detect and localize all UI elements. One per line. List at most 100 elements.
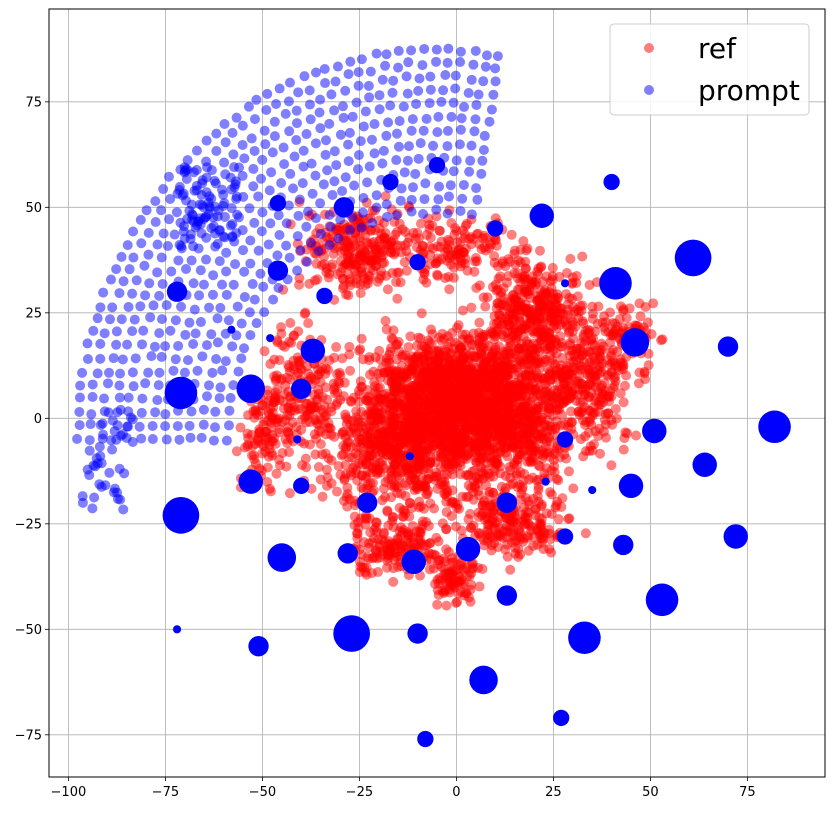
prompt-point bbox=[284, 126, 295, 137]
ref-point bbox=[461, 218, 472, 229]
prompt-point bbox=[455, 57, 466, 68]
ref-point bbox=[515, 527, 526, 538]
ref-point bbox=[380, 228, 391, 239]
ref-point bbox=[458, 247, 469, 258]
prompt-point bbox=[433, 194, 444, 205]
prompt-point bbox=[128, 381, 139, 392]
prompt-point bbox=[263, 239, 274, 250]
prompt-point bbox=[291, 105, 302, 116]
prompt-point bbox=[124, 264, 135, 275]
ref-point bbox=[457, 305, 468, 316]
prompt-point bbox=[161, 434, 172, 445]
prompt-point bbox=[211, 354, 222, 365]
prompt-point bbox=[269, 131, 280, 142]
prompt-point bbox=[291, 135, 302, 146]
ref-point bbox=[489, 311, 500, 322]
ref-point bbox=[557, 352, 568, 363]
ref-point bbox=[361, 513, 372, 524]
ref-point bbox=[612, 346, 623, 357]
prompt-point bbox=[104, 467, 115, 478]
ref-point bbox=[388, 325, 399, 336]
prompt-point bbox=[201, 340, 212, 351]
ref-point bbox=[445, 369, 456, 380]
ref-point bbox=[355, 344, 366, 355]
prompt-point bbox=[127, 436, 138, 447]
prompt-point bbox=[244, 307, 255, 318]
prompt-point bbox=[111, 264, 122, 275]
prompt-point bbox=[256, 226, 267, 237]
prompt-point bbox=[176, 301, 187, 312]
prompt-point bbox=[98, 287, 109, 298]
ref-point bbox=[271, 468, 282, 479]
ref-point bbox=[446, 250, 457, 261]
prompt-point bbox=[343, 69, 354, 80]
prompt-point bbox=[391, 210, 402, 221]
prompt-point bbox=[356, 222, 367, 233]
ref-point bbox=[566, 387, 577, 398]
ref-point bbox=[589, 370, 600, 381]
ref-point bbox=[484, 435, 495, 446]
ref-point bbox=[366, 225, 377, 236]
ref-point bbox=[549, 467, 560, 478]
prompt-point bbox=[292, 265, 303, 276]
prompt-point bbox=[431, 44, 442, 55]
prompt-point bbox=[484, 116, 495, 127]
prompt-point bbox=[353, 150, 364, 161]
ref-point bbox=[482, 532, 493, 543]
ref-point bbox=[401, 265, 412, 276]
prompt-point bbox=[310, 138, 321, 149]
ref-point bbox=[427, 243, 438, 254]
prompt-point bbox=[381, 130, 392, 141]
ref-point bbox=[452, 559, 463, 570]
ref-point bbox=[586, 387, 597, 398]
prompt-point bbox=[239, 343, 250, 354]
prompt-point bbox=[129, 314, 140, 325]
prompt-point bbox=[217, 279, 228, 290]
ref-point bbox=[326, 406, 337, 417]
prompt-point bbox=[442, 208, 453, 219]
prompt-point bbox=[466, 209, 477, 220]
prompt-point bbox=[148, 300, 159, 311]
prompt-point bbox=[331, 160, 342, 171]
ref-point bbox=[338, 283, 349, 294]
ref-point bbox=[508, 330, 519, 341]
ref-point bbox=[515, 244, 526, 255]
ref-point bbox=[537, 373, 548, 384]
ref-point bbox=[345, 365, 356, 376]
prompt-point bbox=[195, 317, 206, 328]
prompt-point bbox=[214, 393, 225, 404]
ref-point bbox=[332, 387, 343, 398]
prompt-point bbox=[198, 419, 209, 430]
prompt-point bbox=[353, 67, 364, 78]
ref-point bbox=[429, 503, 440, 514]
prompt-point bbox=[471, 183, 482, 194]
prompt-point bbox=[330, 76, 341, 87]
prompt-point bbox=[99, 393, 110, 404]
prompt-point bbox=[442, 125, 453, 136]
prompt-point bbox=[253, 245, 264, 256]
ref-point bbox=[300, 412, 311, 423]
prompt-point bbox=[258, 281, 269, 292]
ref-point bbox=[412, 446, 423, 457]
ref-point bbox=[486, 351, 497, 362]
ref-point bbox=[394, 502, 405, 513]
prompt-point bbox=[185, 432, 196, 443]
ref-point bbox=[265, 359, 276, 370]
ref-point bbox=[516, 517, 527, 528]
ref-point bbox=[253, 433, 264, 444]
prompt-point bbox=[320, 78, 331, 89]
prompt-point bbox=[401, 71, 412, 82]
prompt-point bbox=[367, 217, 378, 228]
ref-point bbox=[461, 588, 472, 599]
prompt-point bbox=[160, 409, 171, 420]
prompt-point bbox=[321, 135, 332, 146]
prompt-point bbox=[106, 435, 117, 446]
ref-point bbox=[486, 545, 497, 556]
prompt-point bbox=[161, 300, 172, 311]
prompt-point bbox=[431, 204, 442, 215]
prompt-point bbox=[221, 435, 232, 446]
ref-point bbox=[545, 349, 556, 360]
prompt-point bbox=[212, 211, 223, 222]
prompt-point bbox=[116, 251, 127, 262]
prompt-point bbox=[310, 170, 321, 181]
